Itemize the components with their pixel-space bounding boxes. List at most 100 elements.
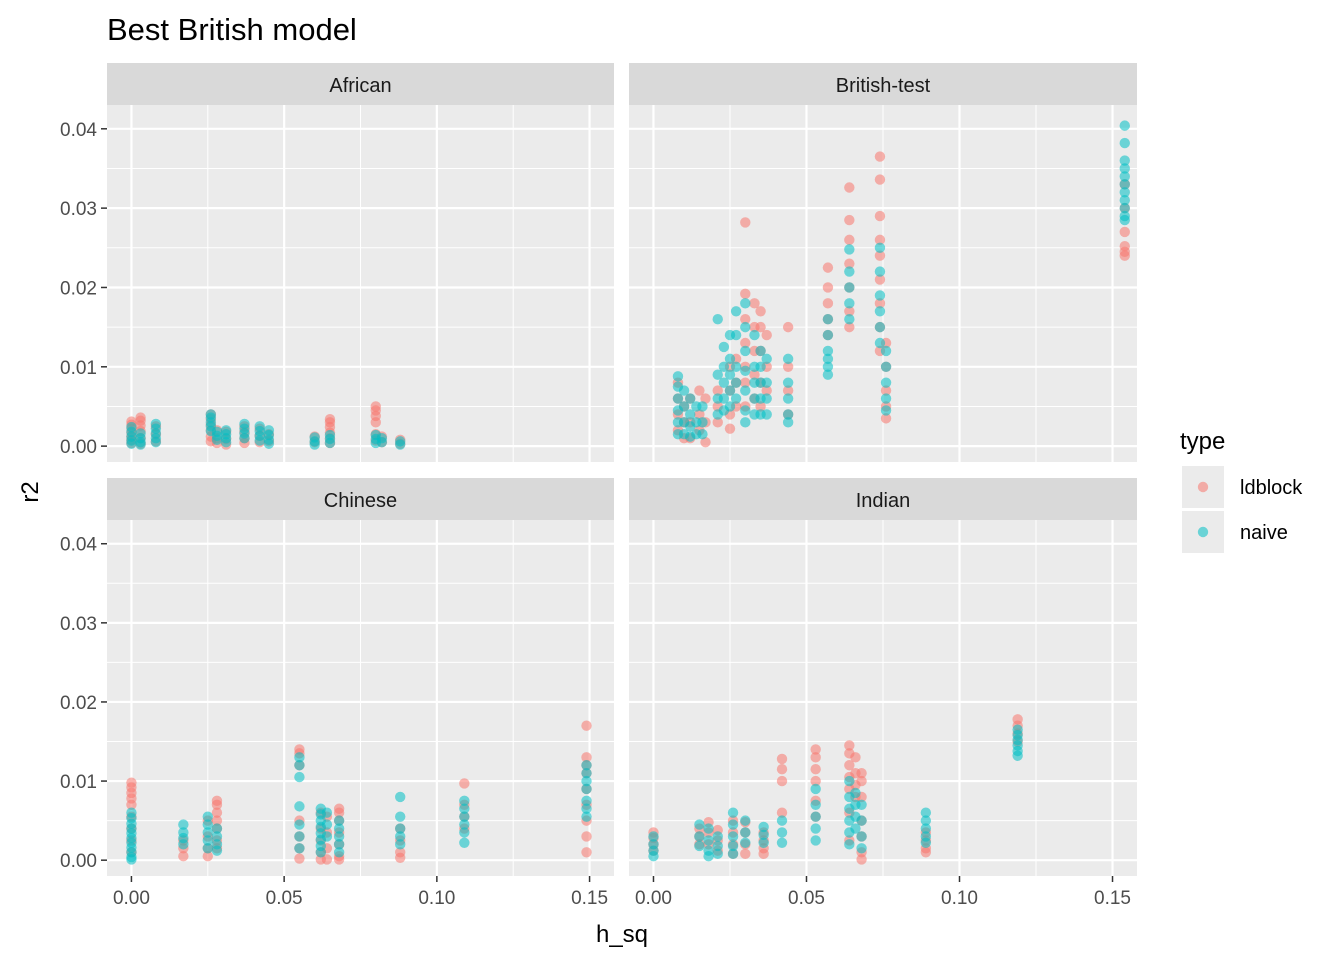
data-point-ldblock <box>211 815 223 826</box>
data-point-naive <box>844 298 855 309</box>
data-point-naive <box>740 385 751 396</box>
data-point-naive <box>220 436 232 448</box>
data-point-naive <box>1119 187 1130 198</box>
data-point-naive <box>755 361 766 372</box>
x-tick-label: 0.15 <box>1094 888 1131 909</box>
data-point-naive <box>920 807 932 818</box>
data-point-naive <box>395 811 406 822</box>
x-tick-label: 0.10 <box>941 888 978 909</box>
data-point-naive <box>202 819 213 830</box>
data-point-naive <box>294 760 305 771</box>
series-naive <box>126 752 592 865</box>
data-point-naive <box>740 417 751 428</box>
x-axis-label: h_sq <box>596 921 648 948</box>
data-point-naive <box>727 848 739 860</box>
data-point-naive <box>810 783 821 795</box>
data-point-naive <box>874 337 886 349</box>
data-point-naive <box>724 401 736 412</box>
data-point-ldblock <box>810 764 821 775</box>
data-point-naive <box>844 244 855 255</box>
data-point-ldblock <box>755 401 766 412</box>
data-point-ldblock <box>874 210 886 222</box>
data-point-naive <box>758 821 769 833</box>
data-point-ldblock <box>740 848 751 860</box>
data-point-naive <box>727 819 739 830</box>
data-point-naive <box>810 823 821 834</box>
data-point-ldblock <box>581 752 592 763</box>
data-point-naive <box>333 847 345 858</box>
data-point-naive <box>712 848 723 860</box>
y-tick-label: 0.03 <box>60 199 97 220</box>
data-point-ldblock <box>712 417 723 428</box>
data-point-naive <box>703 851 714 862</box>
data-point-ldblock <box>761 385 772 396</box>
series-naive <box>126 409 406 450</box>
data-point-ldblock <box>1119 250 1130 261</box>
data-point-naive <box>1119 179 1130 190</box>
data-point-naive <box>740 345 751 357</box>
facet-strip-label: African <box>329 75 391 97</box>
data-point-naive <box>135 439 146 450</box>
y-tick-label: 0.02 <box>60 693 97 714</box>
data-point-naive <box>730 361 742 372</box>
y-tick-label: 0.00 <box>60 851 97 872</box>
data-point-naive <box>810 835 821 846</box>
data-point-naive <box>459 837 470 848</box>
data-point-naive <box>730 393 742 404</box>
data-point-ldblock <box>874 274 886 285</box>
data-point-ldblock <box>333 854 345 865</box>
data-point-ldblock <box>694 409 705 420</box>
data-point-naive <box>678 385 690 396</box>
data-point-naive <box>324 437 336 449</box>
data-point-naive <box>459 795 470 807</box>
data-point-naive <box>211 845 223 856</box>
facet-panel-indian: Indian 0.00 0.05 0.10 0.15 <box>629 478 1137 909</box>
data-point-ldblock <box>581 847 592 858</box>
data-point-naive <box>874 321 886 333</box>
data-point-ldblock <box>321 854 333 865</box>
data-point-ldblock <box>178 851 189 862</box>
data-point-naive <box>724 385 736 396</box>
y-axis-label: r2 <box>17 481 44 502</box>
data-point-naive <box>730 329 742 341</box>
data-point-naive <box>776 815 788 826</box>
data-point-naive <box>755 345 766 357</box>
facet-strip-label: Indian <box>856 490 911 512</box>
data-point-naive <box>856 815 867 826</box>
data-point-naive <box>321 819 333 830</box>
data-point-naive <box>822 345 834 357</box>
data-point-ldblock <box>844 306 855 317</box>
data-point-ldblock <box>874 250 886 261</box>
data-point-naive <box>920 815 932 826</box>
series-naive <box>648 724 1023 862</box>
data-point-naive <box>718 361 730 372</box>
data-point-naive <box>294 831 305 842</box>
data-point-naive <box>850 787 861 799</box>
data-point-ldblock <box>844 321 855 333</box>
data-point-naive <box>874 306 886 317</box>
data-point-naive <box>254 435 265 446</box>
facet-strip <box>107 63 614 105</box>
y-tick-label: 0.01 <box>60 772 97 793</box>
data-point-ldblock <box>880 413 892 424</box>
data-point-ldblock <box>211 807 223 818</box>
data-point-ldblock <box>874 234 886 246</box>
y-tick-label: 0.04 <box>60 535 97 556</box>
facet-strip <box>629 63 1137 105</box>
data-point-ldblock <box>844 234 855 246</box>
x-tick-label: 0.00 <box>635 888 672 909</box>
data-point-naive <box>697 429 708 440</box>
data-point-naive <box>724 353 736 365</box>
y-tick-label: 0.04 <box>60 120 97 141</box>
data-point-naive <box>685 393 696 404</box>
data-point-naive <box>126 438 137 449</box>
data-point-ldblock <box>822 282 834 293</box>
data-point-ldblock <box>581 720 592 731</box>
data-point-naive <box>395 791 406 803</box>
data-point-naive <box>844 775 855 787</box>
data-point-ldblock <box>920 847 932 858</box>
data-point-naive <box>376 436 388 448</box>
data-point-naive <box>321 831 333 842</box>
data-point-ldblock <box>880 385 892 396</box>
legend: type ldblock naive <box>1180 428 1303 553</box>
